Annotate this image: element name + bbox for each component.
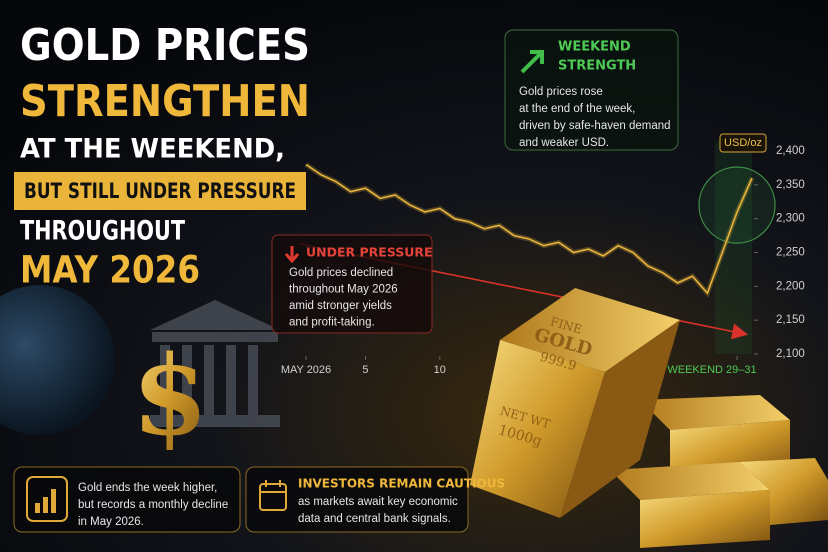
headline: AT THE WEEKEND, <box>20 134 285 165</box>
callout-title: STRENGTH <box>558 59 636 74</box>
calendar-icon <box>259 480 287 511</box>
footer-box <box>245 466 469 533</box>
headline: GOLD PRICES <box>20 20 310 71</box>
banner-text: BUT STILL UNDER PRESSURE <box>24 179 296 203</box>
x-tick-label: WEEKEND 29–31 <box>667 364 756 376</box>
highlight-circle <box>698 166 776 244</box>
unit-box <box>719 133 767 153</box>
callout-title: WEEKEND <box>558 40 631 55</box>
footer-title: INVESTORS REMAIN CAUTIOUS <box>298 477 505 491</box>
x-tick-label: 10 <box>434 364 446 376</box>
chart: 2,100 2,150 2,200 2,250 2,300 2,350 2,400 MAY 2… <box>281 133 805 376</box>
body-text: and weaker USD. <box>519 137 609 149</box>
up-arrow-icon <box>520 50 544 74</box>
body-text: but records a monthly decline <box>78 499 228 511</box>
body-text: and profit-taking. <box>289 317 375 329</box>
chart-icon <box>35 489 56 513</box>
x-tick-label: MAY 2026 <box>281 364 331 376</box>
price-line <box>305 163 753 295</box>
body-text: in May 2026. <box>78 516 144 528</box>
unit-label: USD/oz <box>724 137 762 149</box>
down-arrow-icon <box>284 246 300 264</box>
y-tick-label: 2,350 <box>776 179 805 191</box>
y-tick-label: 2,300 <box>776 213 805 225</box>
body-text: throughout May 2026 <box>289 284 398 296</box>
chart-icon <box>26 476 68 522</box>
callout-title: UNDER PRESSURE <box>306 245 433 260</box>
body-text: amid stronger yields <box>289 300 392 312</box>
headline: STRENGTHEN <box>20 76 310 127</box>
body-text: at the end of the week, <box>519 103 635 115</box>
y-tick-label: 2,200 <box>776 280 805 292</box>
headline: MAY 2026 <box>20 249 200 292</box>
x-tick-label: 5 <box>362 364 368 376</box>
body-text: Gold prices declined <box>289 267 393 279</box>
building <box>150 300 280 427</box>
body-text: Gold prices rose <box>519 86 603 98</box>
y-tick-label: 2,400 <box>776 145 805 157</box>
body-text: Gold ends the week higher, <box>78 482 217 494</box>
y-tick-label: 2,250 <box>776 247 805 259</box>
body-text: data and central bank signals. <box>298 513 451 525</box>
weekend-highlight <box>714 141 752 354</box>
headline: THROUGHOUT <box>20 216 185 247</box>
body-text: as markets await key economic <box>298 496 458 508</box>
callout-box <box>504 29 679 151</box>
globe <box>0 285 115 435</box>
gold-bars <box>470 288 828 548</box>
footer-box <box>13 466 241 533</box>
y-tick-label: 2,100 <box>776 348 805 360</box>
y-tick-label: 2,150 <box>776 314 805 326</box>
body-text: driven by safe-haven demand <box>519 120 671 132</box>
callout-box <box>271 234 433 334</box>
banner <box>14 172 306 210</box>
dollar-sign: $ <box>132 331 209 460</box>
